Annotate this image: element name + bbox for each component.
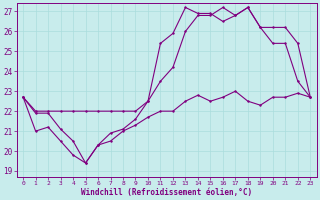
X-axis label: Windchill (Refroidissement éolien,°C): Windchill (Refroidissement éolien,°C): [81, 188, 252, 197]
